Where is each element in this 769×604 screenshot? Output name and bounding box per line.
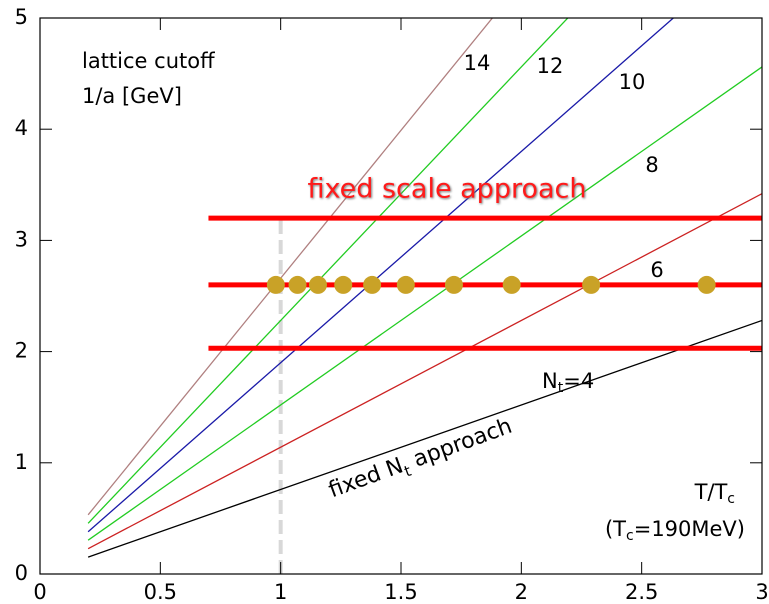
y-tick-label: 5 <box>15 5 28 29</box>
point <box>308 275 327 294</box>
x-note-part: (T <box>605 517 626 541</box>
series-label: Nt=4 <box>542 369 594 396</box>
series-label: 12 <box>537 54 564 78</box>
fixed-nt-part: approach <box>404 414 516 475</box>
series-label-part: 10 <box>619 70 646 94</box>
x-label-part: T/T <box>694 480 728 504</box>
series-label: 10 <box>619 70 646 94</box>
fixed-nt-label: fixed Nt approach <box>326 414 517 507</box>
series-label-sub: t <box>558 380 564 396</box>
y-tick-label: 0 <box>15 561 28 585</box>
x-tick-label: 0 <box>33 580 46 604</box>
series-line <box>87 66 762 541</box>
point <box>288 275 307 294</box>
point <box>363 275 382 294</box>
x-note-sub: c <box>626 528 634 544</box>
series-label-part: =4 <box>563 369 594 393</box>
y-tick-label: 4 <box>15 116 28 140</box>
point <box>396 275 415 294</box>
x-tick-label: 3 <box>755 580 768 604</box>
x-label: T/Tc <box>694 480 735 507</box>
series-label: 8 <box>645 153 658 177</box>
point <box>266 275 285 294</box>
y-tick-label: 3 <box>15 227 28 251</box>
y-tick-label: 2 <box>15 339 28 363</box>
series-label-part: 12 <box>537 54 564 78</box>
y-tick-label: 1 <box>15 450 28 474</box>
y-label: 1/a [GeV] <box>82 84 182 108</box>
fixed-nt-part: fixed N <box>326 453 407 503</box>
fixed-scale-label: fixed scale approach <box>308 174 587 205</box>
series-label-part: 14 <box>464 51 491 75</box>
plot-area <box>87 18 762 574</box>
x-tick-label: 1.5 <box>384 580 417 604</box>
series-label-part: 8 <box>645 153 658 177</box>
x-tick-label: 2.5 <box>625 580 658 604</box>
series-label: 14 <box>464 51 491 75</box>
point <box>582 275 601 294</box>
point <box>502 275 521 294</box>
series-line <box>87 319 762 558</box>
x-tick-label: 1 <box>274 580 287 604</box>
y-label: lattice cutoff <box>82 49 215 73</box>
series-label: 6 <box>650 258 663 282</box>
series-line <box>87 18 569 524</box>
x-label-sub: c <box>727 491 735 507</box>
point <box>334 275 353 294</box>
series-label-part: N <box>542 369 558 393</box>
point <box>444 275 463 294</box>
plot-frame <box>39 17 763 575</box>
series-line <box>87 18 494 516</box>
series-line <box>87 18 675 533</box>
x-note-part: =190MeV) <box>634 517 745 541</box>
fixed-nt-sub: t <box>402 461 414 480</box>
series-line <box>87 193 762 550</box>
point <box>697 275 716 294</box>
series-label-part: 6 <box>650 258 663 282</box>
x-tick-label: 0.5 <box>144 580 177 604</box>
x-note: (Tc=190MeV) <box>605 517 745 544</box>
x-tick-label: 2 <box>515 580 528 604</box>
